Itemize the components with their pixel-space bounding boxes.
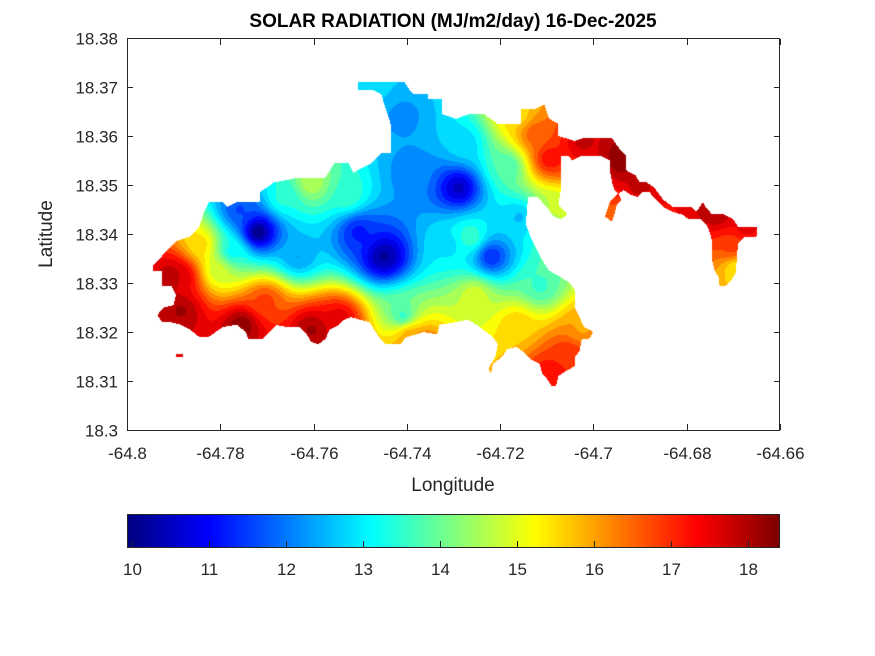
- y-axis-label: Latitude: [36, 200, 57, 268]
- map-raster-group: [127, 38, 780, 430]
- colorbar-box: [127, 514, 780, 548]
- y-tick-label: 18.31: [75, 373, 118, 392]
- colorbar-ticks: 10 11 12 13 14 15 16 17 18: [123, 541, 758, 579]
- colorbar-tick-label: 17: [662, 560, 681, 579]
- x-axis-label: Longitude: [411, 475, 494, 496]
- colorbar-tick-label: 13: [354, 560, 373, 579]
- y-tick-label: 18.35: [75, 177, 118, 196]
- y-axis: 18.3 18.31 18.32 18.33 18.34 18.35 18.36 18.37 1…: [75, 30, 780, 441]
- x-tick-label: -64.78: [196, 444, 244, 463]
- x-tick-label: -64.66: [756, 444, 804, 463]
- x-axis: -64.8 -64.78 -64.76 -64.74 -64.72 -64.7 -64.68…: [108, 39, 805, 463]
- chart-title: SOLAR RADIATION (MJ/m2/day) 16-Dec-2025: [249, 11, 657, 32]
- y-tick-label: 18.3: [85, 422, 118, 441]
- x-tick-label: -64.74: [383, 444, 431, 463]
- contour-field-map: [127, 38, 780, 430]
- colorbar-gradient: [127, 514, 779, 547]
- y-tick-label: 18.33: [75, 275, 118, 294]
- x-tick-label: -64.7: [574, 444, 613, 463]
- colorbar: 10 11 12 13 14 15 16 17 18: [123, 514, 780, 579]
- y-tick-label: 18.34: [75, 226, 118, 245]
- colorbar-tick-label: 16: [585, 560, 604, 579]
- y-tick-label: 18.32: [75, 324, 118, 343]
- colorbar-tick-label: 18: [739, 560, 758, 579]
- colorbar-tick-label: 12: [277, 560, 296, 579]
- y-tick-label: 18.38: [75, 30, 118, 49]
- x-tick-label: -64.76: [290, 444, 338, 463]
- x-tick-label: -64.8: [108, 444, 147, 463]
- x-tick-label: -64.72: [476, 444, 524, 463]
- colorbar-tick-label: 15: [508, 560, 527, 579]
- colorbar-tick-label: 14: [431, 560, 450, 579]
- y-tick-label: 18.37: [75, 79, 118, 98]
- colorbar-tick-label: 11: [201, 560, 219, 579]
- x-tick-label: -64.68: [663, 444, 711, 463]
- colorbar-tick-label: 10: [123, 560, 142, 579]
- y-tick-label: 18.36: [75, 128, 118, 147]
